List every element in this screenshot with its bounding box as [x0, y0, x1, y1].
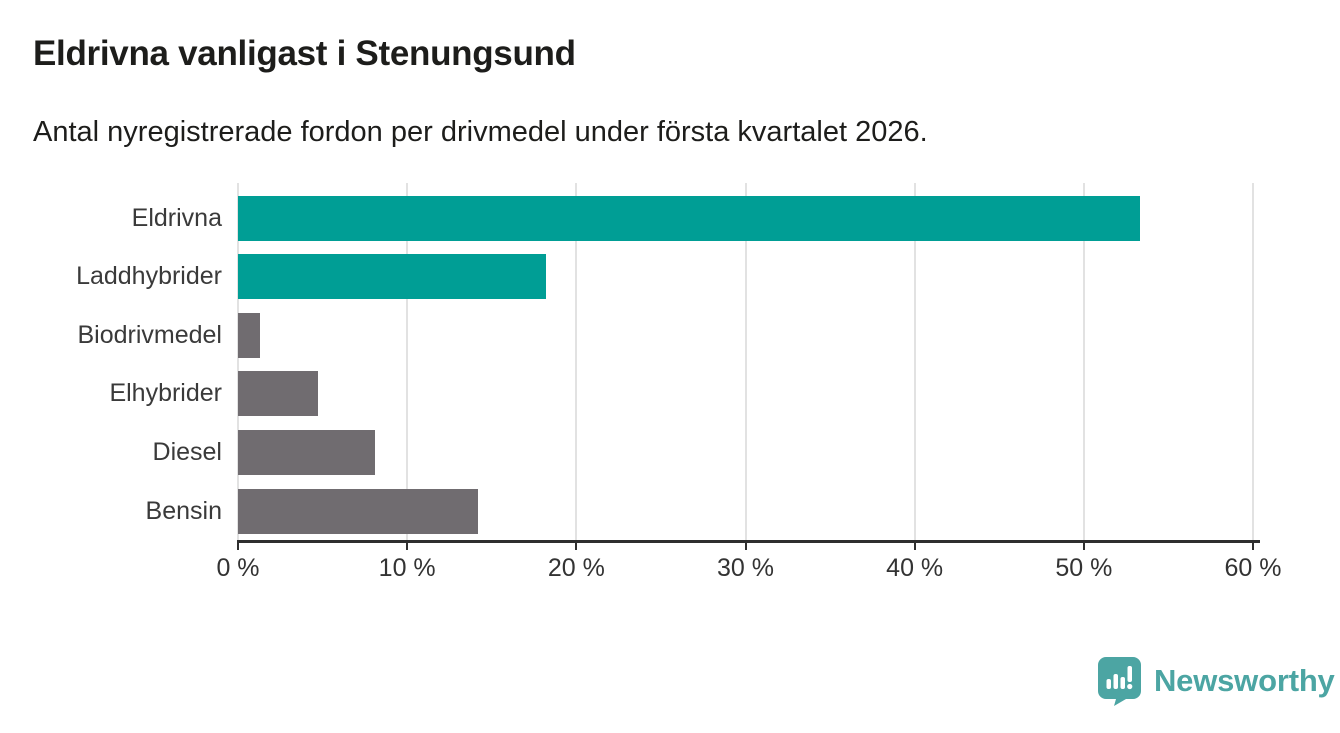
gridline-20 — [575, 183, 578, 540]
y-label-eldrivna: Eldrivna — [131, 203, 222, 232]
plot-area: 0 % 10 % 20 % 30 % 40 % 50 % 60 % — [216, 183, 1281, 582]
chart-title: Eldrivna vanligast i Stenungsund — [33, 34, 576, 73]
x-tick-10 — [406, 540, 409, 550]
gridline-60 — [1252, 183, 1254, 540]
y-label-diesel: Diesel — [152, 437, 222, 466]
newsworthy-chart-pin-icon — [1098, 657, 1141, 706]
bar-row-diesel — [238, 429, 1253, 475]
x-axis-line — [237, 540, 1260, 543]
bar-bensin — [238, 488, 479, 534]
gridline-30 — [744, 183, 747, 540]
bar-row-biodrivmedel — [238, 312, 1253, 358]
bar-row-bensin — [238, 488, 1253, 534]
x-tick-60 — [1252, 540, 1254, 550]
y-label-biodrivmedel: Biodrivmedel — [77, 320, 222, 349]
x-tick-label-20: 20 % — [547, 554, 605, 582]
y-label-laddhybrider: Laddhybrider — [76, 262, 222, 291]
gridline-0 — [237, 183, 239, 540]
bar-laddhybrider — [238, 254, 546, 300]
x-tick-label-10: 10 % — [378, 554, 436, 582]
chart-subtitle: Antal nyregistrerade fordon per drivmede… — [33, 116, 928, 148]
bar-elhybrider — [238, 371, 318, 417]
bar-row-elhybrider — [238, 371, 1253, 417]
bar-biodrivmedel — [238, 312, 260, 358]
x-tick-label-60: 60 % — [1224, 554, 1282, 582]
brand-name: Newsworthy — [1154, 662, 1335, 698]
x-tick-50 — [1082, 540, 1085, 550]
gridline-50 — [1082, 183, 1085, 540]
x-tick-label-50: 50 % — [1055, 554, 1113, 582]
x-tick-0 — [237, 540, 239, 550]
y-label-bensin: Bensin — [145, 496, 222, 525]
x-tick-30 — [744, 540, 747, 550]
y-axis-labels: Eldrivna Laddhybrider Biodrivmedel Elhybrid… — [0, 183, 222, 540]
gridline-10 — [406, 183, 409, 540]
brand-footer: Newsworthy — [1096, 655, 1335, 706]
bar-eldrivna — [238, 195, 1140, 241]
x-tick-label-30: 30 % — [717, 554, 774, 582]
bar-diesel — [238, 429, 376, 475]
x-tick-label-40: 40 % — [886, 554, 944, 582]
x-tick-label-0: 0 % — [216, 554, 260, 582]
x-tick-20 — [575, 540, 578, 550]
bar-row-eldrivna — [238, 195, 1253, 241]
x-tick-40 — [913, 540, 916, 550]
y-label-elhybrider: Elhybrider — [109, 379, 222, 408]
bar-row-laddhybrider — [238, 254, 1253, 300]
gridline-40 — [913, 183, 916, 540]
